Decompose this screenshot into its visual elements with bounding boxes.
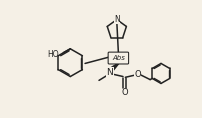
Text: Abs: Abs <box>111 55 124 61</box>
Polygon shape <box>109 63 118 72</box>
Text: N: N <box>106 68 113 77</box>
Text: N: N <box>113 15 119 24</box>
Text: HO: HO <box>47 50 59 59</box>
Text: O: O <box>121 88 127 97</box>
Text: O: O <box>134 70 140 79</box>
FancyBboxPatch shape <box>108 52 128 64</box>
